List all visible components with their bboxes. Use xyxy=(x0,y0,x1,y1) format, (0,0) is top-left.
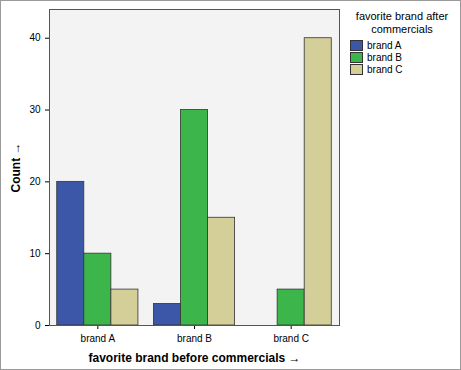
svg-text:brand B: brand B xyxy=(177,333,212,344)
html-text:brand B: brand B xyxy=(367,51,402,63)
svg-text:10: 10 xyxy=(29,248,41,259)
svg-text:0: 0 xyxy=(35,320,41,331)
svg-text:brand C: brand C xyxy=(273,333,309,344)
svg-text:30: 30 xyxy=(29,104,41,115)
svg-text:Count →: Count → xyxy=(9,143,23,193)
html-text:brand A: brand A xyxy=(367,39,402,51)
svg-text:40: 40 xyxy=(29,32,41,43)
svg-text:20: 20 xyxy=(29,176,41,187)
svg-text:favorite brand before commerci: favorite brand before commercials → xyxy=(88,351,300,365)
html-text:brand C: brand C xyxy=(367,63,403,75)
html-text:favorite brand after commercia: favorite brand after commercials xyxy=(355,10,449,35)
svg-text:brand A: brand A xyxy=(81,333,116,344)
